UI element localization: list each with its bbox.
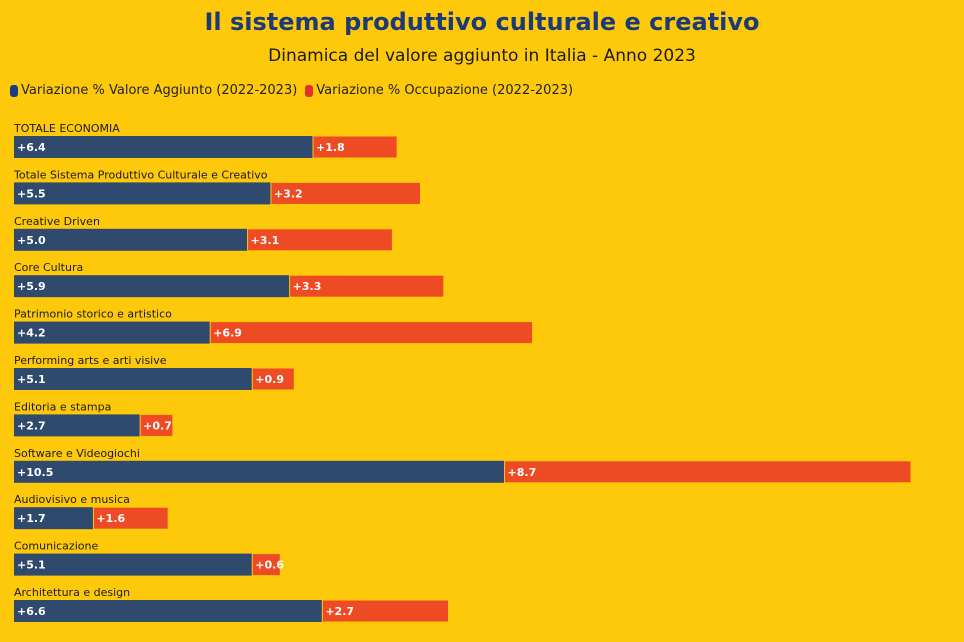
category-label: Audiovisivo e musica [14,493,130,506]
bar-occupazione [247,228,393,252]
data-label: +0.6 [255,559,284,572]
bar-valore-aggiunto [14,414,141,437]
data-label: +6.6 [17,605,46,618]
bar-occupazione [139,413,174,437]
data-label: +3.3 [293,280,322,293]
bar-occupazione [312,135,398,159]
data-label: +10.5 [17,466,53,479]
data-label: +5.9 [17,280,46,293]
data-label: +4.2 [17,327,46,340]
legend-label: Variazione % Valore Aggiunto (2022-2023) [21,83,298,98]
bar-occupazione [504,460,912,484]
bar-occupazione [321,599,449,623]
category-label: Core Cultura [14,261,83,274]
bar-valore-aggiunto [14,507,94,530]
bar-occupazione [289,274,445,298]
bar-occupazione [92,506,169,530]
bar-valore-aggiunto [14,600,323,622]
data-label: +1.8 [316,141,345,154]
bar-valore-aggiunto [14,228,248,251]
category-label: Software e Videogiochi [14,447,140,460]
bar-occupazione [251,553,281,577]
data-label: +0.9 [255,373,284,386]
bar-occupazione [251,367,295,391]
bar-occupazione [209,321,534,345]
legend-item-occupazione: Variazione % Occupazione (2022-2023) [305,83,573,98]
chart-title: Il sistema produttivo culturale e creati… [204,8,760,36]
bar-valore-aggiunto [14,182,271,205]
category-label: TOTALE ECONOMIA [13,122,120,135]
legend-swatch [305,84,314,97]
data-label: +5.1 [17,373,46,386]
chart-subtitle: Dinamica del valore aggiunto in Italia -… [268,46,696,66]
category-label: Creative Driven [14,215,100,228]
legend-swatch [10,84,18,97]
category-label: Patrimonio storico e artistico [14,308,172,321]
category-label: Architettura e design [14,586,130,599]
legend-item-valore-aggiunto: Variazione % Valore Aggiunto (2022-2023) [10,83,297,98]
bar-valore-aggiunto [14,321,211,344]
data-label: +6.9 [213,327,242,340]
bar-occupazione [270,181,421,205]
bar-valore-aggiunto [14,553,253,576]
data-label: +3.1 [251,234,280,247]
bar-valore-aggiunto [14,136,313,158]
category-label: Totale Sistema Produttivo Culturale e Cr… [13,168,268,181]
bar-valore-aggiunto [14,460,505,483]
category-label: Performing arts e arti visive [14,354,167,367]
data-label: +2.7 [325,605,354,618]
category-label: Editoria e stampa [14,400,111,413]
category-label: Comunicazione [14,540,98,553]
data-label: +1.7 [17,512,46,525]
data-label: +1.6 [96,512,125,525]
data-label: +3.2 [274,187,303,200]
legend-label: Variazione % Occupazione (2022-2023) [316,83,574,98]
data-label: +0.7 [143,419,172,432]
legend: Variazione % Valore Aggiunto (2022-2023)… [10,83,573,98]
data-label: +5.1 [17,559,46,572]
data-label: +6.4 [17,141,46,154]
data-label: +5.0 [17,234,46,247]
data-label: +8.7 [508,466,537,479]
bar-valore-aggiunto [14,275,290,298]
data-label: +2.7 [17,419,46,432]
bar-valore-aggiunto [14,368,253,390]
data-label: +5.5 [17,187,46,200]
